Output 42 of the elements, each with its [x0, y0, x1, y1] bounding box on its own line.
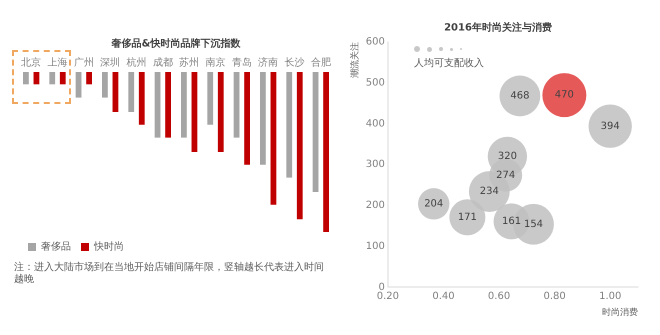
x-tick-label: 长沙 — [284, 56, 304, 69]
y-tick-label: 0 — [378, 282, 385, 293]
y-tick-label: 100 — [366, 240, 385, 252]
y-tick-label: 200 — [366, 200, 385, 212]
x-tick-label: 0.40 — [432, 290, 455, 302]
y-tick-label: 400 — [366, 118, 385, 130]
legend-label: 奢侈品 — [41, 240, 71, 253]
y-axis-title: 潮流关注 — [350, 42, 361, 78]
x-tick-label: 苏州 — [179, 56, 200, 69]
chart-title: 2016年时尚关注与消费 — [444, 22, 552, 34]
data-label: 154 — [524, 218, 544, 230]
x-tick-label: 1.00 — [599, 290, 622, 302]
x-tick-label: 深圳 — [100, 56, 120, 69]
data-label: 468 — [510, 90, 530, 102]
text: 注：进入大陆市场到在当地开始店铺间隔年限，竖轴越长代表进入时间越晚 — [14, 262, 325, 286]
x-tick-label: 杭州 — [126, 56, 146, 69]
y-tick-label: 300 — [366, 159, 385, 170]
y-tick-label: 600 — [366, 36, 385, 48]
x-tick-label: 济南 — [258, 56, 278, 69]
data-label: 394 — [600, 120, 620, 132]
x-tick-label: 北京 — [21, 56, 42, 69]
x-tick-label: 合肥 — [310, 56, 331, 69]
x-tick-label: 青岛 — [232, 56, 252, 69]
x-tick-label: 成都 — [152, 56, 173, 69]
x-tick-label: 上海 — [48, 56, 68, 69]
data-label: 234 — [480, 186, 499, 198]
data-label: 161 — [502, 216, 522, 227]
x-axis-title: 时尚消费 — [602, 306, 638, 318]
chart-title: 奢侈品&快时尚品牌下沉指数 — [110, 38, 242, 50]
x-tick-label: 南京 — [206, 56, 226, 69]
y-tick-label: 500 — [366, 77, 385, 88]
x-tick-label: 广州 — [74, 56, 94, 69]
legend-title: 人均可支配收入 — [414, 56, 484, 70]
data-label: 470 — [554, 90, 574, 101]
x-tick-label: 0.80 — [543, 290, 566, 302]
data-label: 274 — [496, 170, 516, 181]
data-label: 171 — [458, 212, 477, 223]
data-label: 320 — [498, 151, 517, 162]
x-tick-label: 0.60 — [488, 290, 510, 302]
legend-label: 快时尚 — [93, 240, 124, 253]
x-tick-label: 0.20 — [376, 290, 400, 302]
data-label: 204 — [424, 198, 444, 210]
